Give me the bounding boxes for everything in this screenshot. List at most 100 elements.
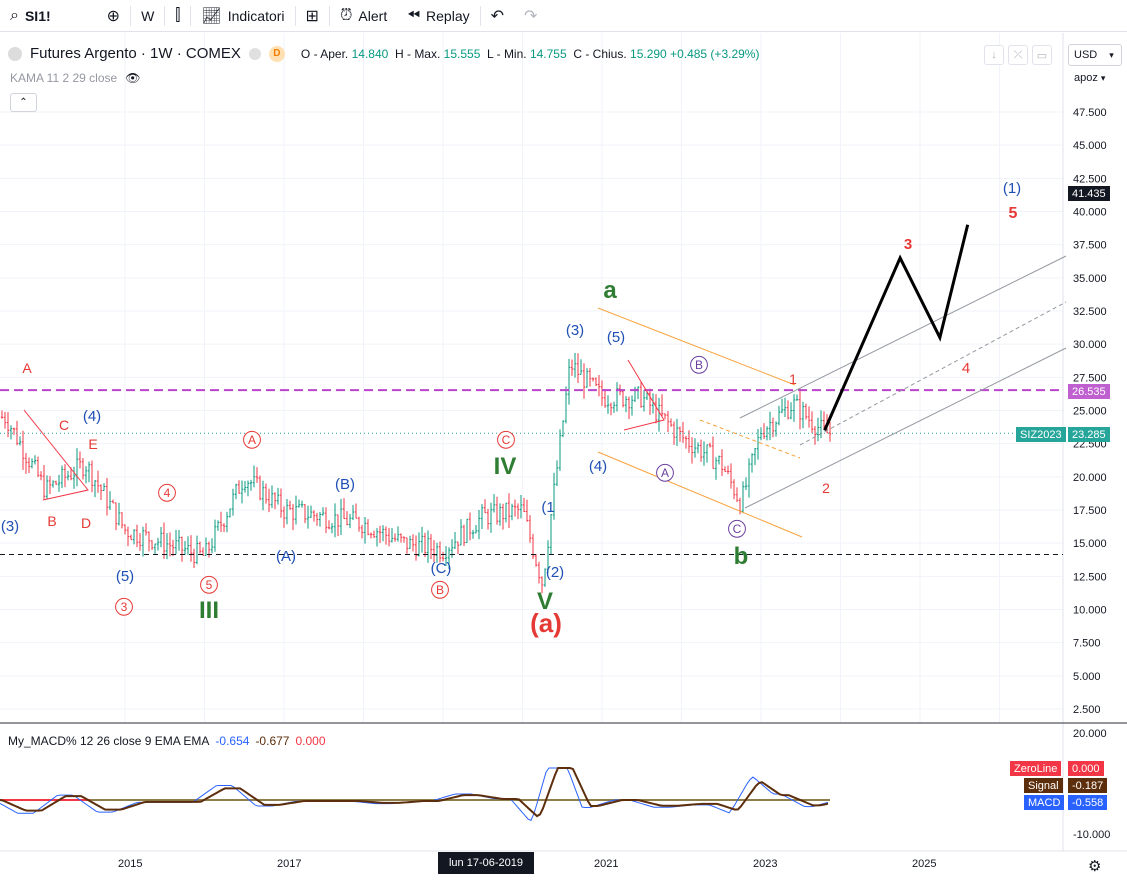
signal-label-tag: Signal (1024, 778, 1063, 793)
kama-indicator-legend[interactable]: KAMA 11 2 29 close 👁︎ (10, 71, 140, 85)
wave-label-text: D (81, 515, 91, 531)
signal-value: -0.187 (1072, 779, 1104, 792)
top-toolbar: ⌕ SI1! ⊕ W ⫿ 📈︎ Indicatori ⊞ ⏰︎ Alert ⏪︎ (0, 0, 1127, 32)
rising-channel-lower (744, 347, 1067, 509)
symbol-label: SI1! (24, 7, 51, 24)
wave-label: (1) (1003, 180, 1021, 197)
macd-legend[interactable]: My_MACD% 12 26 close 9 EMA EMA -0.654 -0… (8, 734, 326, 748)
symbol-logo-icon (8, 46, 22, 61)
low-label: L - Min. (487, 46, 527, 61)
wave-label: 5 (200, 575, 218, 594)
layouts-button[interactable]: ⊞ (296, 0, 329, 32)
currency-select[interactable]: USD ▾ (1068, 44, 1122, 66)
contract-price-tag: 23.285 (1068, 427, 1110, 442)
zeroline-label: ZeroLine (1014, 762, 1058, 775)
alert-button[interactable]: ⏰︎ Alert (330, 0, 397, 32)
price-tick-label: 10.000 (1073, 605, 1107, 617)
open-value: 14.840 (351, 46, 389, 61)
redo-icon: ↷ (524, 7, 538, 25)
wave-label-text: a (603, 277, 617, 304)
scale-mode-label: apoz (1074, 72, 1098, 84)
zeroline-value: 0.000 (1072, 762, 1100, 775)
price-tick-label: 12.500 (1073, 571, 1107, 583)
high-label: H - Max. (394, 46, 441, 61)
wave-label: (C) (431, 560, 452, 577)
wave-label: 2 (822, 480, 830, 496)
zeroline-label-tag: ZeroLine (1010, 761, 1062, 776)
wave-label: a (603, 277, 617, 304)
wave-label: (1 (541, 499, 554, 516)
macd-line (0, 767, 829, 821)
change-value: +0.485 (+3.29%) (670, 46, 760, 61)
chart-canvas[interactable]: 47.50045.00042.50040.00037.50035.00032.5… (0, 33, 1127, 884)
maximize-pane-button[interactable]: ▭ (1032, 45, 1052, 65)
wave-label-text: (C) (431, 560, 452, 577)
wave-label-text: (4) (83, 408, 101, 425)
undo-button[interactable]: ↶ (481, 0, 514, 32)
gear-icon[interactable]: ⚙︎ (1088, 858, 1102, 875)
price-tick-label: 37.500 (1073, 240, 1107, 252)
scale-mode-select[interactable]: apoz ▾ (1074, 72, 1105, 84)
price-tick-label: 27.500 (1073, 372, 1107, 384)
redo-button[interactable]: ↷ (514, 0, 547, 32)
wave-label-circle (200, 575, 218, 594)
target-price-tag: 41.435 (1068, 186, 1110, 201)
wave-label-text: C (502, 433, 511, 447)
wave-label: (4) (83, 408, 101, 425)
collapse-pane-button[interactable]: ⤫ (1008, 45, 1028, 65)
wave-label: 3 (904, 236, 912, 253)
channel-mid (699, 419, 801, 459)
wave-label: IV (494, 453, 517, 480)
contract-label-tag: SIZ2023 (1016, 427, 1066, 442)
indicators-button[interactable]: 📈︎ Indicatori (191, 0, 294, 32)
rewind-icon: ⏪︎ (407, 6, 421, 24)
target-price-value: 41.435 (1072, 187, 1106, 200)
price-tick-label: 35.000 (1073, 273, 1107, 285)
wave-label: (3) (1, 518, 19, 535)
wave-label-circle (115, 597, 133, 616)
wave-label: B (47, 513, 56, 529)
add-symbol-button[interactable]: ⊕ (97, 0, 130, 32)
drawings-layer (0, 224, 1067, 555)
wave-label-text: B (47, 513, 56, 529)
wave-label-text: A (248, 433, 256, 447)
signal-value-tag: -0.187 (1068, 778, 1108, 793)
price-tick-label: 25.000 (1073, 406, 1107, 418)
wave-label: C (497, 430, 515, 449)
wave-label: D (81, 515, 91, 531)
symbol-search[interactable]: ⌕ SI1! (0, 0, 61, 32)
wave-label: 4 (158, 483, 176, 502)
wave-label-text: (a) (530, 608, 562, 638)
wave-label-text: 5 (206, 578, 213, 592)
wave-label: 4 (962, 360, 970, 377)
wave-label: (B) (335, 476, 355, 493)
wave-label-text: (4) (589, 458, 607, 475)
macd-value: -0.558 (1072, 796, 1104, 809)
time-label-2021: 2021 (594, 858, 619, 870)
replay-button[interactable]: ⏪︎ Replay (397, 0, 479, 32)
wave-label-text: 4 (962, 360, 970, 377)
move-down-button[interactable]: ↓ (984, 45, 1004, 65)
wave-label: (a) (530, 608, 562, 638)
bars-chart-icon: ⫿ (175, 6, 181, 24)
eye-hidden-icon[interactable]: 👁︎ (125, 71, 141, 85)
wave-label-circle (690, 355, 708, 374)
wave-label: b (734, 543, 749, 570)
interval-button[interactable]: W (131, 0, 164, 32)
price-tick-label: 42.500 (1073, 173, 1107, 185)
low-value: 14.755 (529, 46, 567, 61)
price-tick-label: 17.500 (1073, 505, 1107, 517)
resistance-price-value: 26.535 (1072, 385, 1106, 398)
wave-label: V (537, 588, 553, 615)
toolbar-divider (130, 5, 132, 26)
toolbar-divider (479, 5, 481, 26)
chart-type-button[interactable]: ⫿ (165, 0, 190, 32)
price-tick-label: 30.000 (1073, 339, 1107, 351)
wave-label-text: (5) (116, 568, 134, 585)
toolbar-divider (164, 5, 166, 26)
wave-label-circle (243, 430, 261, 449)
wave-label: C (728, 519, 746, 538)
signal-label: Signal (1028, 779, 1059, 792)
collapse-legend-button[interactable]: ⌃ (10, 93, 37, 112)
wave-label-text: b (734, 543, 749, 570)
